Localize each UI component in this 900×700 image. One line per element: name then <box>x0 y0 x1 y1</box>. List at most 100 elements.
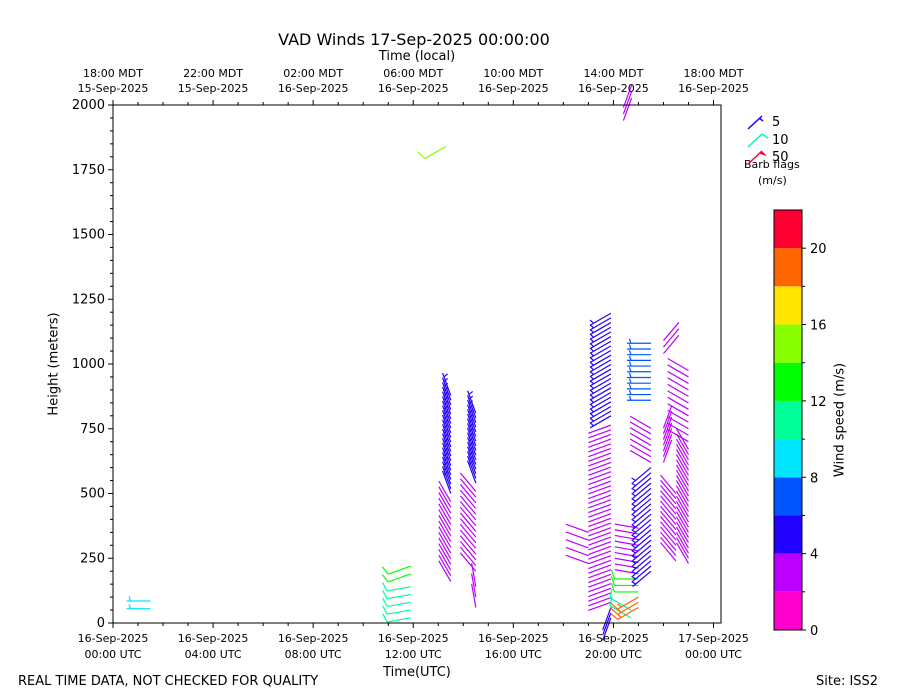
wind-barb <box>438 543 452 565</box>
barb-shaft <box>675 480 689 502</box>
wind-barb <box>459 546 477 566</box>
wind-barb <box>610 601 639 615</box>
wind-barb <box>589 312 612 326</box>
barb-shaft <box>675 516 689 538</box>
barb-shaft <box>588 564 612 574</box>
wind-barb <box>662 439 673 463</box>
barb-shaft <box>588 555 612 565</box>
barb-half <box>631 544 636 549</box>
wind-barb <box>438 531 452 554</box>
wind-barb <box>438 509 452 531</box>
barb-full <box>610 576 616 586</box>
wind-barb <box>588 471 612 481</box>
barb-shaft <box>622 91 633 115</box>
barb-shaft <box>589 331 612 345</box>
barb-shaft <box>589 377 612 392</box>
wind-barb <box>631 550 652 567</box>
barb-shaft <box>588 471 612 481</box>
wind-barb <box>675 511 689 533</box>
barb-shaft <box>438 537 452 560</box>
barb-full <box>382 613 388 623</box>
wind-barb <box>631 555 652 572</box>
x-tick-label-time: 12:00 UTC <box>385 648 442 661</box>
barb-shaft <box>588 489 612 500</box>
wind-barb <box>675 469 689 492</box>
barb-shaft <box>588 503 612 514</box>
wind-barb <box>459 518 477 538</box>
barb-shaft <box>589 401 612 415</box>
barb-shaft <box>675 531 689 554</box>
barb-shaft <box>675 454 689 476</box>
barb-shaft <box>459 518 477 538</box>
x-tick-label-time: 00:00 UTC <box>84 648 141 661</box>
wind-barb <box>126 604 151 610</box>
wind-barb <box>459 535 477 555</box>
barb-shaft <box>667 370 689 384</box>
barb-shaft <box>565 531 589 541</box>
barb-shaft <box>614 540 639 546</box>
barb-shaft <box>667 377 689 391</box>
colorbar-band <box>774 210 802 249</box>
colorbar-band <box>774 324 802 363</box>
wind-barb <box>626 361 651 367</box>
wind-barb <box>626 384 651 390</box>
y-tick-label: 0 <box>97 616 105 631</box>
top-tick-label-time: 10:00 MDT <box>483 67 543 80</box>
wind-barb <box>614 551 639 558</box>
y-tick-label: 750 <box>80 422 105 437</box>
barb-half <box>631 487 636 492</box>
barb-shaft <box>588 433 612 444</box>
wind-barb <box>588 485 612 495</box>
chart-title: VAD Winds 17-Sep-2025 00:00:00 <box>278 30 550 49</box>
x-tick-label-date: 17-Sep-2025 <box>678 632 749 645</box>
wind-barb <box>629 421 652 435</box>
barb-shaft <box>675 443 689 466</box>
wind-barb <box>588 541 612 551</box>
wind-barb <box>438 486 452 508</box>
wind-barb <box>660 485 677 505</box>
legend-title: Barb flags <box>744 158 800 171</box>
wind-barb <box>588 545 612 556</box>
barb-shaft <box>438 560 452 582</box>
wind-barb <box>438 560 452 582</box>
barb-shaft <box>459 546 477 566</box>
barb-half <box>631 581 636 585</box>
barb-shaft <box>675 500 689 523</box>
barb-shaft <box>459 495 477 515</box>
barb-shaft <box>675 449 689 471</box>
wind-barb <box>675 542 689 564</box>
barb-shaft <box>602 617 612 641</box>
barb-shaft <box>589 363 612 378</box>
barb-half <box>468 390 474 395</box>
colorbar-band <box>774 477 802 516</box>
wind-barb <box>675 490 689 512</box>
wind-barb <box>667 403 689 417</box>
barb-shaft <box>588 466 612 476</box>
wind-barb <box>626 395 651 401</box>
legend: 5 10 50 <box>747 115 789 165</box>
barb-shaft <box>660 526 677 546</box>
barb-half <box>631 549 636 554</box>
wind-barb <box>588 597 612 607</box>
barb-half <box>628 355 632 361</box>
barb-shaft <box>459 478 477 498</box>
top-tick-label-time: 06:00 MDT <box>383 67 443 80</box>
barb-full <box>382 597 388 607</box>
barb-shaft <box>629 438 652 452</box>
wind-barb <box>662 416 673 440</box>
x-axis-label: Time(UTC) <box>383 665 451 680</box>
barb-full <box>382 590 388 599</box>
wind-barb <box>626 349 651 356</box>
wind-barb <box>626 372 651 379</box>
barb-shaft <box>588 452 612 462</box>
barb-shaft <box>675 521 689 544</box>
top-tick-label-date: 16-Sep-2025 <box>578 82 649 95</box>
y-tick-label: 250 <box>80 551 105 566</box>
barb-shaft <box>589 350 612 364</box>
y-tick-label: 1250 <box>72 292 105 307</box>
top-tick-label-date: 16-Sep-2025 <box>378 82 449 95</box>
wind-barb <box>675 475 689 497</box>
barb-shaft <box>629 444 652 458</box>
x-tick-label-date: 16-Sep-2025 <box>478 632 549 645</box>
barb-shaft <box>675 537 689 559</box>
